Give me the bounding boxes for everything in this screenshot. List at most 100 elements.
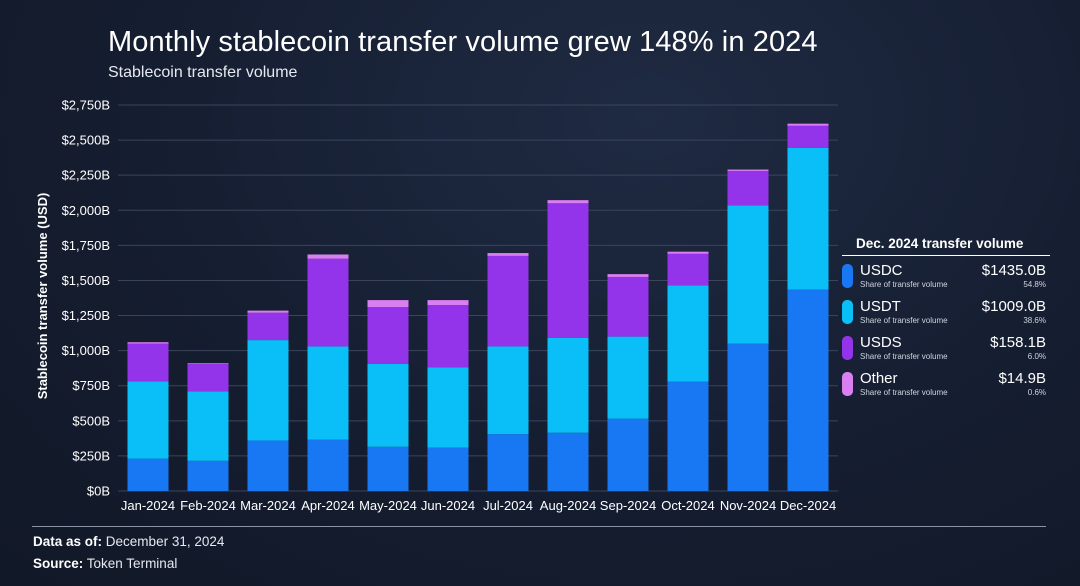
x-tick-label: Dec-2024 xyxy=(780,498,836,513)
y-tick-label: $750B xyxy=(72,378,110,393)
legend-item-usdt: USDT Share of transfer volume $1009.0B 3… xyxy=(842,296,1050,328)
bar-usds-jan-2024 xyxy=(127,343,169,382)
bar-usds-jul-2024 xyxy=(487,255,529,347)
x-tick-label: Mar-2024 xyxy=(240,498,296,513)
bar-usds-sep-2024 xyxy=(607,276,649,337)
x-tick-label: May-2024 xyxy=(359,498,417,513)
legend-item-other: Other Share of transfer volume $14.9B 0.… xyxy=(842,368,1050,400)
x-tick-label: Apr-2024 xyxy=(301,498,354,513)
chart-title: Monthly stablecoin transfer volume grew … xyxy=(108,26,818,58)
x-tick-label: Jan-2024 xyxy=(121,498,175,513)
bar-usdc-oct-2024 xyxy=(667,381,709,491)
bar-usdt-apr-2024 xyxy=(307,346,349,440)
bar-usdt-aug-2024 xyxy=(547,338,589,433)
bar-usds-oct-2024 xyxy=(667,253,709,286)
bar-usds-dec-2024 xyxy=(787,125,829,148)
bars xyxy=(127,123,829,491)
legend-name: USDS xyxy=(860,334,902,351)
bar-usdc-sep-2024 xyxy=(607,418,649,491)
bar-usdc-may-2024 xyxy=(367,446,409,491)
legend-value: $14.9B xyxy=(998,370,1046,387)
y-tick-label: $250B xyxy=(72,448,110,463)
x-tick-label: Jun-2024 xyxy=(421,498,475,513)
bar-usds-jun-2024 xyxy=(427,305,469,368)
bar-other-aug-2024 xyxy=(547,200,589,204)
bar-usdc-mar-2024 xyxy=(247,440,289,491)
bar-usdt-feb-2024 xyxy=(187,391,229,461)
bar-usdc-dec-2024 xyxy=(787,289,829,491)
y-tick-label: $1,000B xyxy=(62,343,110,358)
bar-usdc-jan-2024 xyxy=(127,458,169,491)
y-tick-label: $0B xyxy=(87,484,110,499)
bar-usdt-jun-2024 xyxy=(427,367,469,448)
bar-usds-aug-2024 xyxy=(547,203,589,339)
bar-other-apr-2024 xyxy=(307,254,349,259)
data-as-of-value: December 31, 2024 xyxy=(105,534,225,549)
legend-percent: 0.6% xyxy=(1027,388,1046,397)
y-tick-label: $2,000B xyxy=(62,203,110,218)
y-axis-ticks: $0B $250B $500B $750B $1,000B $1,250B $1,500B $… xyxy=(62,98,110,499)
legend-swatch xyxy=(842,264,853,288)
footer-divider xyxy=(32,526,1046,527)
legend-item-usds: USDS Share of transfer volume $158.1B 6.… xyxy=(842,332,1050,364)
bar-usdt-jul-2024 xyxy=(487,346,529,435)
x-tick-label: Oct-2024 xyxy=(661,498,714,513)
bar-usds-feb-2024 xyxy=(187,363,229,392)
legend-share-label: Share of transfer volume xyxy=(860,316,948,325)
x-tick-label: Feb-2024 xyxy=(180,498,236,513)
bar-usdc-feb-2024 xyxy=(187,460,229,491)
bar-usdt-jan-2024 xyxy=(127,381,169,459)
bar-usds-nov-2024 xyxy=(727,170,769,206)
x-tick-label: Jul-2024 xyxy=(483,498,533,513)
legend-name: USDC xyxy=(860,262,903,279)
legend-share-label: Share of transfer volume xyxy=(860,280,948,289)
x-tick-label: Nov-2024 xyxy=(720,498,776,513)
bar-usds-mar-2024 xyxy=(247,312,289,341)
x-tick-label: Sep-2024 xyxy=(600,498,656,513)
bar-usdt-may-2024 xyxy=(367,363,409,447)
bar-other-jan-2024 xyxy=(127,342,169,344)
bar-other-mar-2024 xyxy=(247,310,289,313)
legend-value: $1435.0B xyxy=(981,262,1046,279)
legend-name: USDT xyxy=(860,298,901,315)
bar-usds-may-2024 xyxy=(367,307,409,364)
y-tick-label: $500B xyxy=(72,413,110,428)
bar-usdt-dec-2024 xyxy=(787,147,829,290)
chart-subtitle: Stablecoin transfer volume xyxy=(108,64,298,81)
legend-share-label: Share of transfer volume xyxy=(860,388,948,397)
bar-usdc-apr-2024 xyxy=(307,439,349,491)
legend-swatch xyxy=(842,300,853,324)
legend-name: Other xyxy=(860,370,898,387)
bar-other-jul-2024 xyxy=(487,253,529,256)
bar-other-dec-2024 xyxy=(787,123,829,126)
y-tick-label: $2,250B xyxy=(62,168,110,183)
legend-swatch xyxy=(842,372,853,396)
bar-usdc-jun-2024 xyxy=(427,447,469,491)
bar-usdt-sep-2024 xyxy=(607,336,649,419)
bar-usdt-oct-2024 xyxy=(667,285,709,382)
legend: Dec. 2024 transfer volume USDC Share of … xyxy=(842,236,1050,400)
legend-swatch xyxy=(842,336,853,360)
bar-usdc-jul-2024 xyxy=(487,434,529,491)
gridlines xyxy=(118,104,838,492)
legend-value: $158.1B xyxy=(990,334,1046,351)
legend-share-label: Share of transfer volume xyxy=(860,352,948,361)
legend-percent: 54.8% xyxy=(1023,280,1046,289)
y-tick-label: $2,500B xyxy=(62,133,110,148)
bar-other-feb-2024 xyxy=(187,363,229,364)
y-axis-label: Stablecoin transfer volume (USD) xyxy=(35,193,50,400)
bar-usdt-mar-2024 xyxy=(247,340,289,441)
bar-other-may-2024 xyxy=(367,300,409,308)
bar-usds-apr-2024 xyxy=(307,258,349,347)
bar-usdc-nov-2024 xyxy=(727,343,769,491)
y-tick-label: $1,500B xyxy=(62,273,110,288)
data-as-of-label: Data as of: xyxy=(33,534,103,549)
legend-item-usdc: USDC Share of transfer volume $1435.0B 5… xyxy=(842,260,1050,292)
bar-usdt-nov-2024 xyxy=(727,205,769,344)
legend-percent: 38.6% xyxy=(1023,316,1046,325)
legend-value: $1009.0B xyxy=(981,298,1046,315)
source: Source: Token Terminal xyxy=(33,556,177,571)
bar-other-nov-2024 xyxy=(727,169,769,171)
source-value: Token Terminal xyxy=(86,556,178,571)
